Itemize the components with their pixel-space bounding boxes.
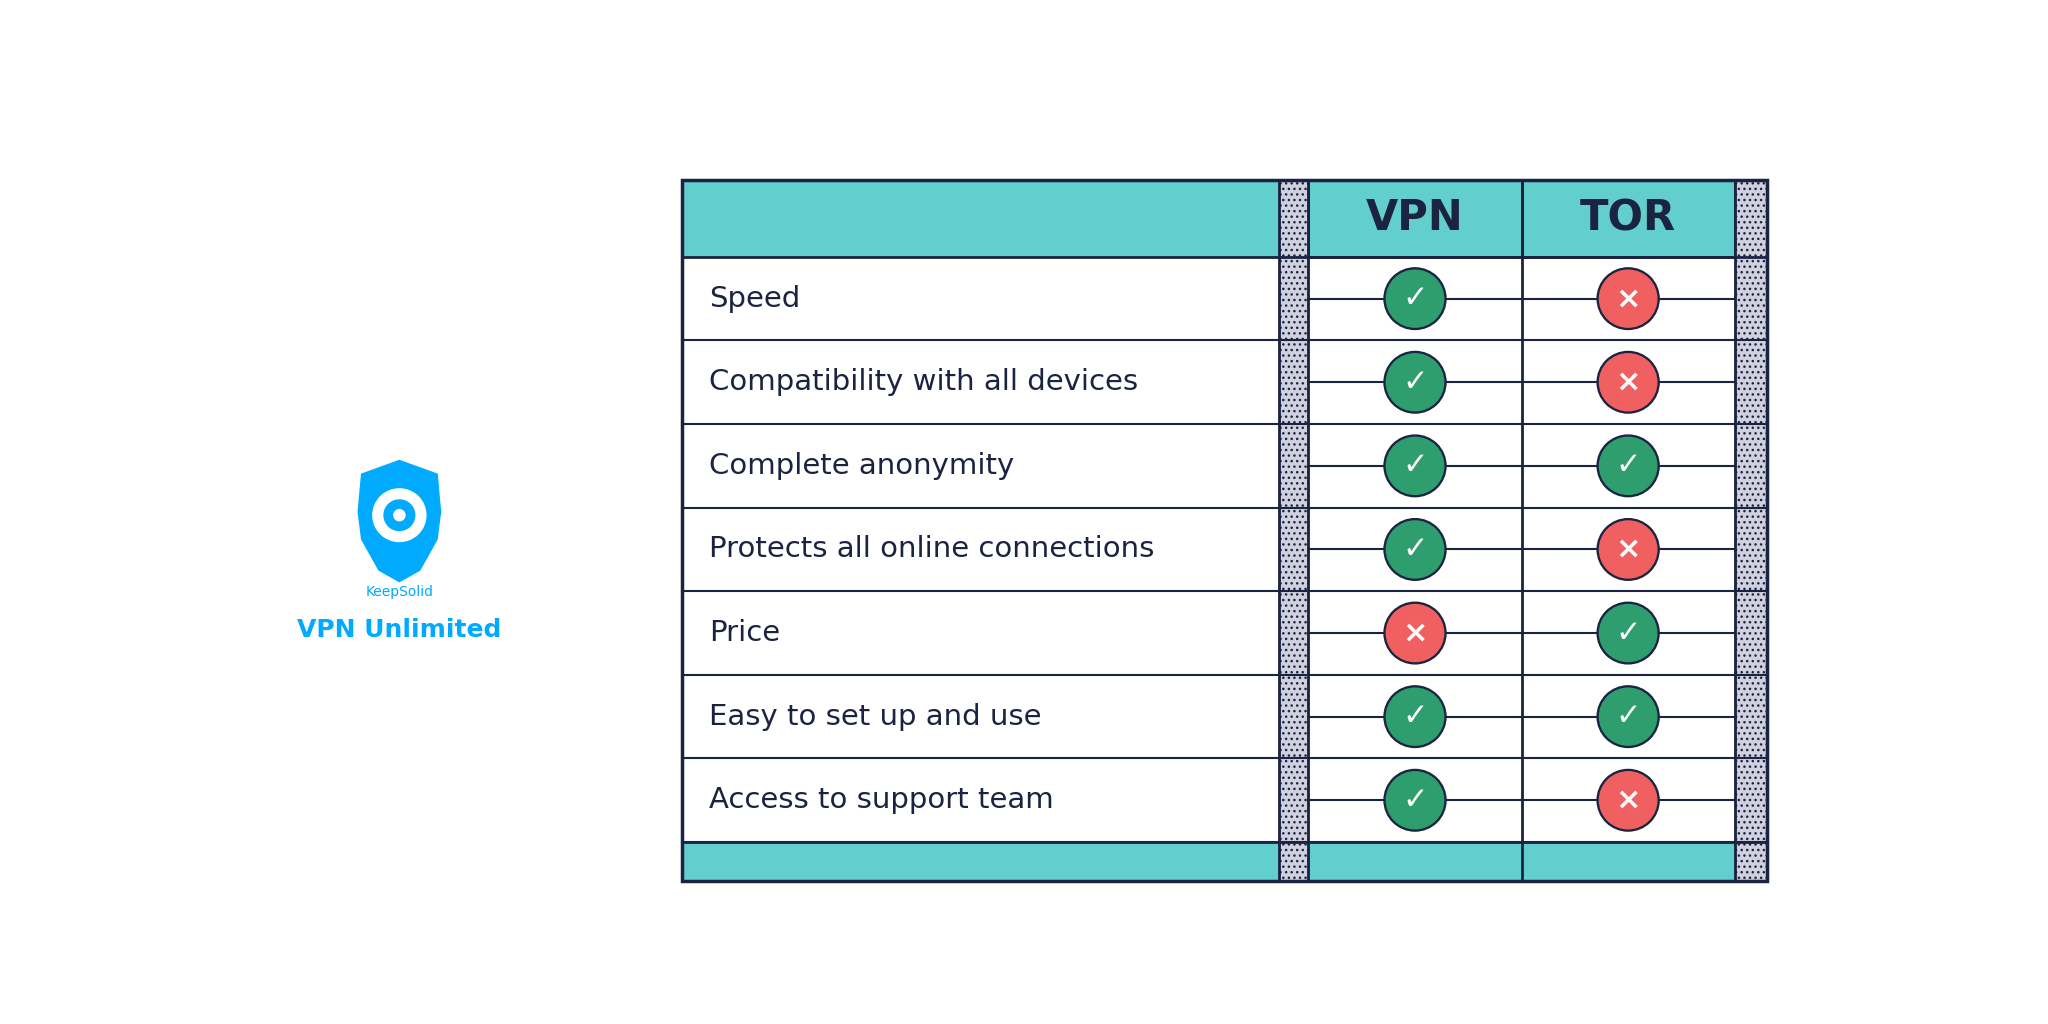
Circle shape (1384, 268, 1446, 330)
Text: Complete anonymity: Complete anonymity (709, 452, 1014, 480)
Bar (1309, 257, 1522, 340)
Text: TOR: TOR (1581, 198, 1675, 240)
Circle shape (1599, 353, 1657, 411)
Circle shape (1384, 602, 1446, 664)
Circle shape (1599, 437, 1657, 495)
Bar (1309, 424, 1522, 508)
Text: ✓: ✓ (1616, 702, 1640, 731)
Bar (1735, 180, 1767, 881)
Bar (682, 340, 1280, 424)
Text: ✓: ✓ (1403, 284, 1427, 313)
Circle shape (1597, 351, 1659, 413)
Bar (682, 675, 1280, 759)
Circle shape (1384, 686, 1446, 748)
Bar (682, 257, 1280, 340)
Text: ✓: ✓ (1403, 452, 1427, 480)
Text: ×: × (1616, 284, 1640, 313)
Bar (1522, 257, 1735, 340)
Bar (1309, 340, 1522, 424)
Circle shape (1597, 435, 1659, 497)
Text: Speed: Speed (709, 285, 801, 312)
Bar (1309, 591, 1522, 675)
Bar (1522, 591, 1735, 675)
Circle shape (1597, 519, 1659, 581)
Text: Price: Price (709, 620, 780, 647)
Bar (682, 759, 1280, 842)
Text: ×: × (1616, 368, 1640, 396)
Bar (1522, 759, 1735, 842)
Text: ✓: ✓ (1616, 452, 1640, 480)
Circle shape (385, 500, 414, 530)
Polygon shape (358, 460, 440, 583)
Circle shape (1386, 604, 1444, 662)
Bar (1309, 675, 1522, 759)
Text: ✓: ✓ (1403, 785, 1427, 815)
Bar (1280, 180, 1309, 881)
Bar (682, 180, 1767, 881)
Text: Easy to set up and use: Easy to set up and use (709, 702, 1042, 731)
Text: ✓: ✓ (1616, 618, 1640, 647)
Text: ✓: ✓ (1403, 535, 1427, 564)
Circle shape (1384, 435, 1446, 497)
Circle shape (1384, 769, 1446, 831)
Bar (1522, 424, 1735, 508)
Circle shape (1386, 353, 1444, 411)
Text: Access to support team: Access to support team (709, 786, 1055, 814)
Circle shape (1384, 519, 1446, 581)
Circle shape (1597, 686, 1659, 748)
Text: ✓: ✓ (1403, 368, 1427, 396)
Circle shape (1597, 602, 1659, 664)
Circle shape (1386, 521, 1444, 578)
Bar (1309, 759, 1522, 842)
Circle shape (1599, 270, 1657, 327)
Bar (682, 180, 1767, 881)
Circle shape (1599, 604, 1657, 662)
Text: KeepSolid: KeepSolid (365, 585, 434, 599)
Circle shape (1599, 688, 1657, 745)
Bar (682, 842, 1280, 881)
Text: ×: × (1403, 618, 1427, 647)
Circle shape (1597, 769, 1659, 831)
Bar (1309, 180, 1522, 257)
Text: VPN Unlimited: VPN Unlimited (297, 618, 502, 642)
Circle shape (1386, 270, 1444, 327)
Text: VPN: VPN (1366, 198, 1464, 240)
Circle shape (1599, 521, 1657, 578)
Circle shape (1599, 772, 1657, 828)
Bar (1522, 180, 1735, 257)
Circle shape (1386, 437, 1444, 495)
Bar (1280, 842, 1767, 881)
Circle shape (1386, 772, 1444, 828)
Text: Compatibility with all devices: Compatibility with all devices (709, 369, 1139, 396)
Bar (1280, 180, 1309, 881)
Circle shape (373, 488, 426, 542)
Circle shape (393, 510, 406, 521)
Bar (682, 842, 1767, 881)
Text: ×: × (1616, 785, 1640, 815)
Circle shape (1386, 688, 1444, 745)
Text: Protects all online connections: Protects all online connections (709, 536, 1155, 563)
Bar (1522, 340, 1735, 424)
Bar (682, 424, 1280, 508)
Bar (682, 180, 1280, 257)
Bar (682, 591, 1280, 675)
Bar (1522, 508, 1735, 591)
Bar (1522, 675, 1735, 759)
Circle shape (1597, 268, 1659, 330)
Bar (682, 508, 1280, 591)
Circle shape (1384, 351, 1446, 413)
Bar (1309, 508, 1522, 591)
Text: ✓: ✓ (1403, 702, 1427, 731)
Text: ×: × (1616, 535, 1640, 564)
